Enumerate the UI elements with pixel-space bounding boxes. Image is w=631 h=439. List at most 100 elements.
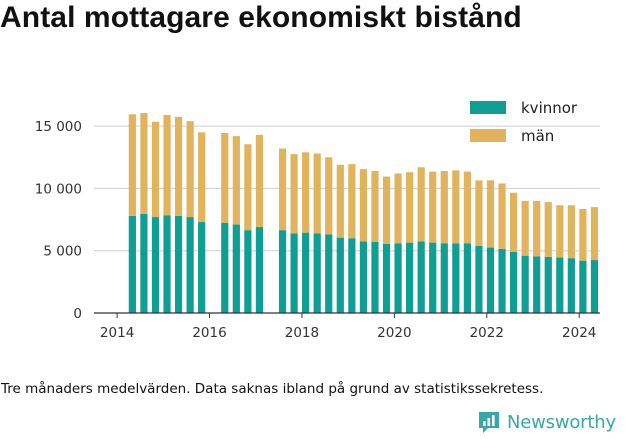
bar-kvinnor	[290, 233, 298, 313]
bar-kvinnor	[232, 224, 240, 313]
bar-kvinnor	[509, 251, 518, 313]
bar-kvinnor	[382, 243, 391, 313]
bar-man	[417, 167, 425, 242]
bar-kvinnor	[244, 230, 252, 313]
legend-label: kvinnor	[521, 99, 578, 117]
bar-kvinnor	[336, 237, 344, 313]
bar-man	[521, 200, 529, 256]
bar-kvinnor	[590, 260, 599, 313]
bar-man	[382, 176, 391, 244]
bar-kvinnor	[579, 260, 587, 313]
x-tick-label: 2014	[100, 325, 134, 341]
bar-kvinnor	[348, 238, 356, 313]
bar-man	[325, 157, 333, 235]
bar-kvinnor	[429, 242, 437, 313]
x-tick-label: 2024	[562, 325, 596, 341]
bar-kvinnor	[544, 256, 552, 313]
bar-man	[486, 180, 495, 248]
bar-kvinnor	[556, 257, 564, 313]
chart-caption: Tre månaders medelvärden. Data saknas ib…	[1, 381, 544, 397]
bar-man	[198, 132, 206, 223]
bar-kvinnor	[302, 232, 310, 313]
bar-kvinnor	[325, 234, 333, 313]
bar-kvinnor	[417, 241, 425, 313]
bar-kvinnor	[452, 243, 460, 313]
bar-kvinnor	[406, 242, 414, 313]
bar-kvinnor	[567, 258, 575, 313]
y-tick-label: 15 000	[35, 119, 82, 135]
bar-man	[174, 116, 183, 216]
x-tick-label: 2022	[470, 325, 504, 341]
bar-kvinnor	[359, 241, 368, 313]
bar-man	[440, 170, 448, 244]
bar-man	[128, 114, 136, 216]
bar-kvinnor	[533, 256, 541, 313]
bar-man	[221, 132, 229, 223]
bar-man	[429, 171, 437, 243]
bar-kvinnor	[128, 215, 136, 313]
x-tick-label: 2018	[285, 325, 319, 341]
newsworthy-logo-icon	[479, 412, 499, 433]
bar-man	[498, 183, 506, 249]
bar-man	[544, 202, 552, 257]
legend-swatch	[470, 101, 506, 114]
bar-man	[509, 192, 518, 252]
bar-man	[151, 121, 160, 218]
chart-title: Antal mottagare ekonomiskt bistånd	[0, 1, 522, 34]
newsworthy-logo: Newsworthy	[476, 409, 616, 435]
bar-man	[232, 136, 240, 225]
legend: kvinnor män	[470, 99, 578, 145]
bar-man	[556, 205, 564, 258]
bar-kvinnor	[174, 215, 183, 313]
legend-label: män	[521, 127, 554, 145]
bar-man	[394, 173, 402, 244]
bar-kvinnor	[163, 215, 171, 313]
x-axis: 2014 2016 2018 2020 2022 2024	[94, 312, 600, 341]
y-tick-label: 0	[73, 306, 82, 322]
bar-kvinnor	[440, 243, 448, 313]
bar-man	[590, 207, 599, 261]
bar-kvinnor	[371, 241, 379, 313]
bar-kvinnor	[463, 243, 471, 313]
bar-kvinnor	[475, 245, 483, 313]
bar-man	[140, 113, 148, 214]
bar-kvinnor	[498, 248, 506, 313]
bar-man	[475, 180, 483, 246]
bar-kvinnor	[186, 217, 194, 313]
bar-kvinnor	[151, 217, 160, 313]
bar-man	[406, 172, 414, 243]
bar-man	[244, 144, 252, 231]
bar-man	[579, 208, 587, 261]
bar-man	[255, 134, 264, 228]
y-tick-label: 5 000	[43, 244, 82, 260]
bar-series	[128, 113, 599, 313]
bar-kvinnor	[278, 230, 287, 313]
bar-kvinnor	[313, 233, 321, 313]
bar-man	[163, 114, 171, 216]
bar-man	[359, 169, 368, 242]
bar-kvinnor	[140, 213, 148, 313]
bar-man	[371, 170, 379, 242]
bar-man	[313, 153, 321, 234]
bar-man	[278, 148, 287, 231]
y-axis: 0 5 000 10 000 15 000	[35, 119, 82, 322]
bar-kvinnor	[486, 247, 495, 313]
legend-swatch	[470, 129, 506, 142]
y-tick-label: 10 000	[35, 181, 82, 197]
bar-man	[336, 164, 344, 238]
bar-man	[186, 121, 194, 218]
bar-kvinnor	[394, 243, 402, 313]
bar-kvinnor	[255, 227, 264, 313]
bar-kvinnor	[198, 222, 206, 313]
bar-man	[302, 152, 310, 233]
bar-kvinnor	[521, 255, 529, 313]
bar-man	[533, 200, 541, 257]
bar-man	[567, 205, 575, 259]
logo-text: Newsworthy	[507, 411, 616, 433]
bar-man	[452, 170, 460, 244]
bar-kvinnor	[221, 222, 229, 313]
bar-man	[463, 171, 471, 244]
bar-man	[290, 154, 298, 234]
x-tick-label: 2020	[377, 325, 411, 341]
